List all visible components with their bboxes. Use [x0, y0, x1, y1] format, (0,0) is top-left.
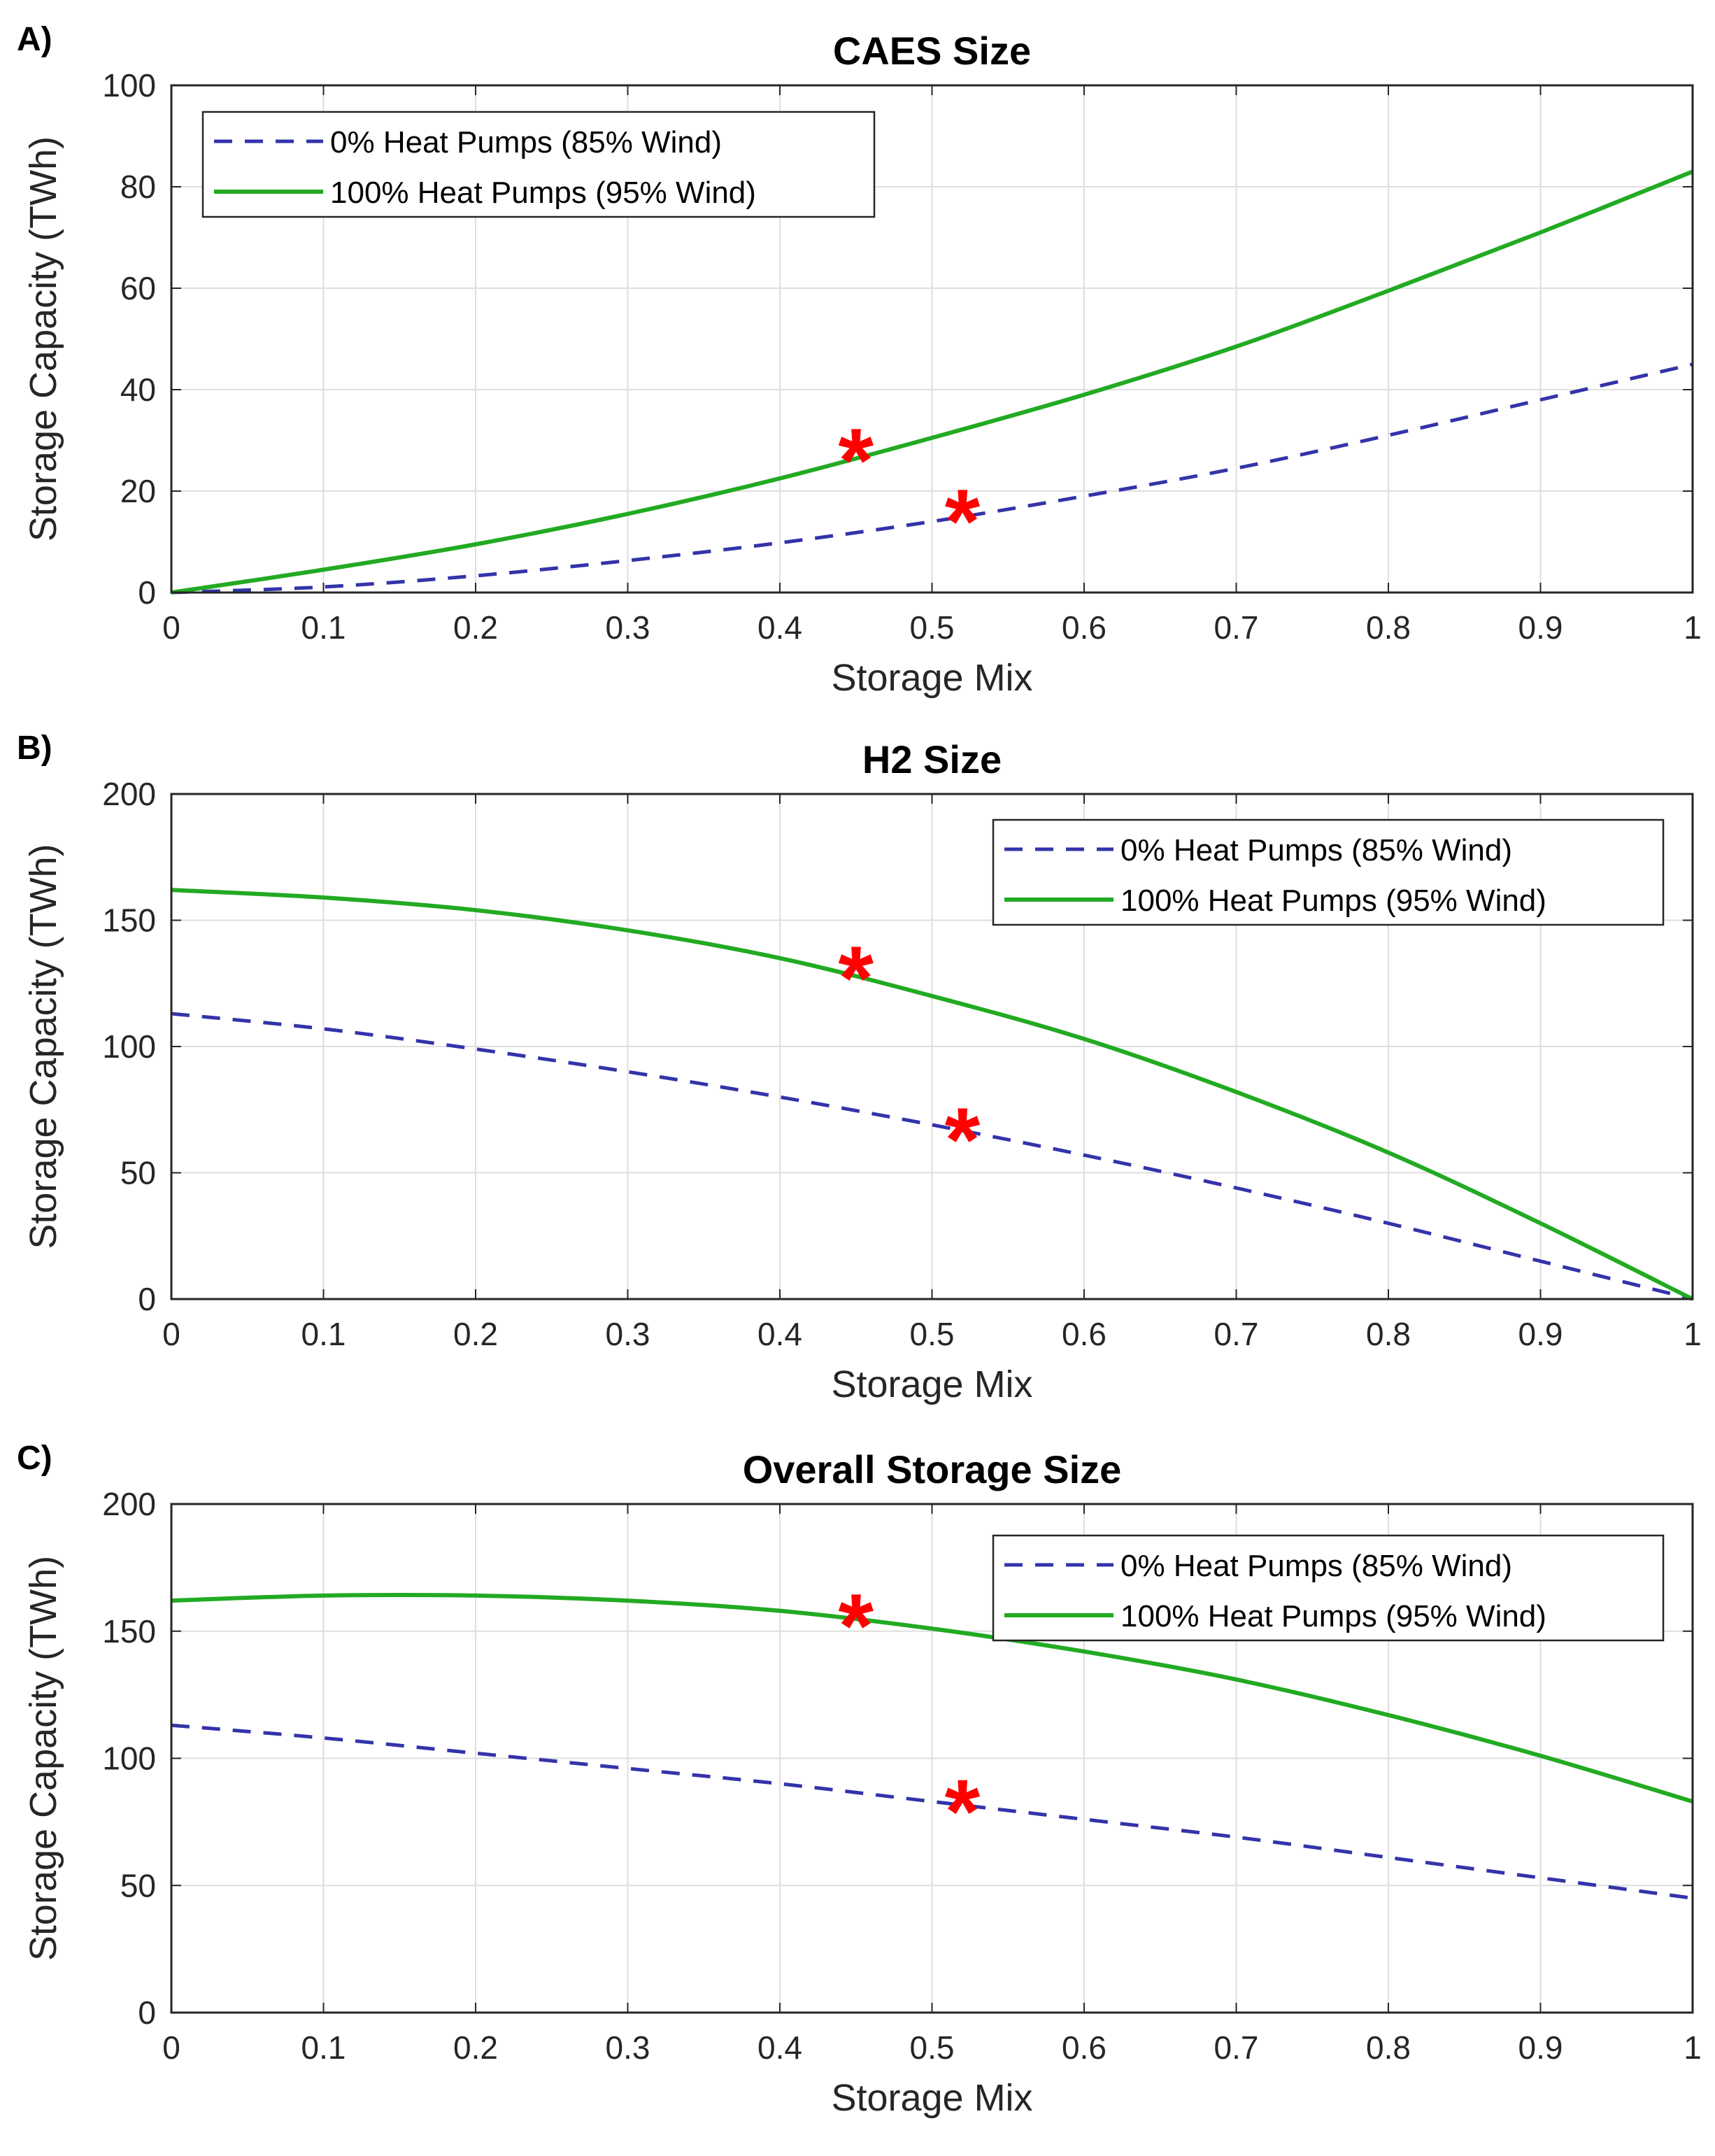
- x-tick-label: 0.5: [910, 2029, 955, 2066]
- panel-label: A): [17, 21, 52, 58]
- panel-label: C): [17, 1440, 52, 1477]
- y-tick-label: 100: [102, 67, 156, 104]
- x-tick-label: 0.3: [606, 2029, 650, 2066]
- x-axis-label: Storage Mix: [831, 2077, 1032, 2119]
- x-tick-label: 0.2: [453, 1316, 498, 1352]
- marker-asterisk: *: [945, 1760, 981, 1862]
- x-tick-label: 0.6: [1062, 1316, 1106, 1352]
- marker-asterisk: *: [945, 1088, 981, 1191]
- chart-panel-1: * * 0 0.1 0.2 0.3 0.4 0.5 0.6 0.7 0.8 0.9 1 0 20 40 60 80…: [17, 21, 1702, 699]
- legend-box: [992, 1534, 1665, 1642]
- y-tick-label: 40: [120, 371, 156, 408]
- y-tick-label: 100: [102, 1028, 156, 1065]
- series-line-2: [171, 169, 1694, 595]
- x-tick-label: 0.9: [1518, 2029, 1563, 2066]
- x-tick-label: 0.2: [453, 609, 498, 646]
- marker-asterisk: *: [838, 409, 874, 511]
- y-tick-label: 60: [120, 270, 156, 306]
- marker-asterisk: *: [838, 1575, 874, 1677]
- x-tick-label: 0.4: [757, 609, 802, 646]
- y-tick-label: 0: [138, 1994, 156, 2031]
- x-tick-label: 0.3: [606, 1316, 650, 1352]
- series-line-2: [171, 888, 1694, 1301]
- x-tick-label: 0.7: [1214, 1316, 1259, 1352]
- legend: 0% Heat Pumps (85% Wind) 100% Heat Pumps …: [992, 1534, 1665, 1642]
- x-tick-label: 0.1: [301, 609, 346, 646]
- y-tick-label: 200: [102, 1486, 156, 1522]
- x-tick-label: 0.5: [910, 1316, 955, 1352]
- legend-entry-label: 0% Heat Pumps (85% Wind): [1120, 833, 1512, 867]
- y-tick-label: 100: [102, 1740, 156, 1777]
- y-axis-label: Storage Capacity (TWh): [22, 136, 64, 541]
- series-line-2: [171, 1592, 1693, 1804]
- x-tick-label: 0.6: [1062, 609, 1106, 646]
- y-tick-label: 80: [120, 169, 156, 205]
- legend-box: [201, 111, 876, 218]
- chart-panel-2: * * 0 0.1 0.2 0.3 0.4 0.5 0.6 0.7 0.8 0.9 1 0 50 100 150…: [17, 730, 1702, 1405]
- y-tick-label: 0: [138, 574, 156, 611]
- x-tick-label: 0.4: [757, 2029, 802, 2066]
- x-tick-label: 0.6: [1062, 2029, 1106, 2066]
- y-tick-label: 200: [102, 776, 156, 812]
- legend-entry-label: 0% Heat Pumps (85% Wind): [1120, 1549, 1512, 1583]
- x-tick-label: 0.3: [606, 609, 650, 646]
- series-line-1: [171, 362, 1693, 595]
- series-line-1: [171, 1012, 1693, 1301]
- x-tick-label: 0: [162, 1316, 180, 1352]
- chart-panel-3: * * 0 0.1 0.2 0.3 0.4 0.5 0.6 0.7 0.8 0.9 1 0 50 100 150…: [17, 1440, 1702, 2119]
- legend-entry-label: 100% Heat Pumps (95% Wind): [330, 176, 756, 210]
- chart-title: H2 Size: [862, 737, 1002, 781]
- x-tick-label: 0.9: [1518, 1316, 1563, 1352]
- series-line-1: [171, 1723, 1693, 1900]
- legend-box: [992, 818, 1665, 926]
- x-axis-label: Storage Mix: [831, 1363, 1032, 1405]
- legend-entry-label: 100% Heat Pumps (95% Wind): [1120, 1599, 1546, 1633]
- x-tick-label: 1: [1684, 609, 1702, 646]
- x-tick-label: 0.8: [1366, 2029, 1411, 2066]
- chart-title: CAES Size: [833, 29, 1031, 73]
- legend: 0% Heat Pumps (85% Wind) 100% Heat Pumps …: [992, 818, 1665, 926]
- marker-asterisk: *: [945, 470, 981, 572]
- legend-entry-label: 0% Heat Pumps (85% Wind): [330, 125, 722, 159]
- x-tick-label: 0.8: [1366, 1316, 1411, 1352]
- x-tick-label: 0.8: [1366, 609, 1411, 646]
- x-tick-label: 0: [162, 609, 180, 646]
- legend: 0% Heat Pumps (85% Wind) 100% Heat Pumps …: [201, 111, 876, 218]
- x-tick-label: 0: [162, 2029, 180, 2066]
- x-tick-label: 0.1: [301, 2029, 346, 2066]
- y-axis-label: Storage Capacity (TWh): [22, 1556, 64, 1961]
- x-tick-label: 0.2: [453, 2029, 498, 2066]
- y-tick-label: 20: [120, 473, 156, 509]
- x-tick-label: 0.7: [1214, 609, 1259, 646]
- x-tick-label: 1: [1684, 2029, 1702, 2066]
- y-tick-label: 0: [138, 1281, 156, 1317]
- x-tick-label: 0.9: [1518, 609, 1563, 646]
- x-tick-label: 0.1: [301, 1316, 346, 1352]
- y-tick-label: 50: [120, 1867, 156, 1903]
- y-axis-label: Storage Capacity (TWh): [22, 844, 64, 1249]
- chart-title: Overall Storage Size: [743, 1447, 1122, 1491]
- x-axis-label: Storage Mix: [831, 657, 1032, 699]
- x-tick-label: 0.5: [910, 609, 955, 646]
- x-tick-label: 0.7: [1214, 2029, 1259, 2066]
- y-tick-label: 150: [102, 1613, 156, 1650]
- legend-entry-label: 100% Heat Pumps (95% Wind): [1120, 884, 1546, 918]
- panel-label: B): [17, 730, 52, 767]
- marker-asterisk: *: [838, 927, 874, 1029]
- x-tick-label: 1: [1684, 1316, 1702, 1352]
- x-tick-label: 0.4: [757, 1316, 802, 1352]
- y-tick-label: 150: [102, 902, 156, 939]
- y-tick-label: 50: [120, 1155, 156, 1191]
